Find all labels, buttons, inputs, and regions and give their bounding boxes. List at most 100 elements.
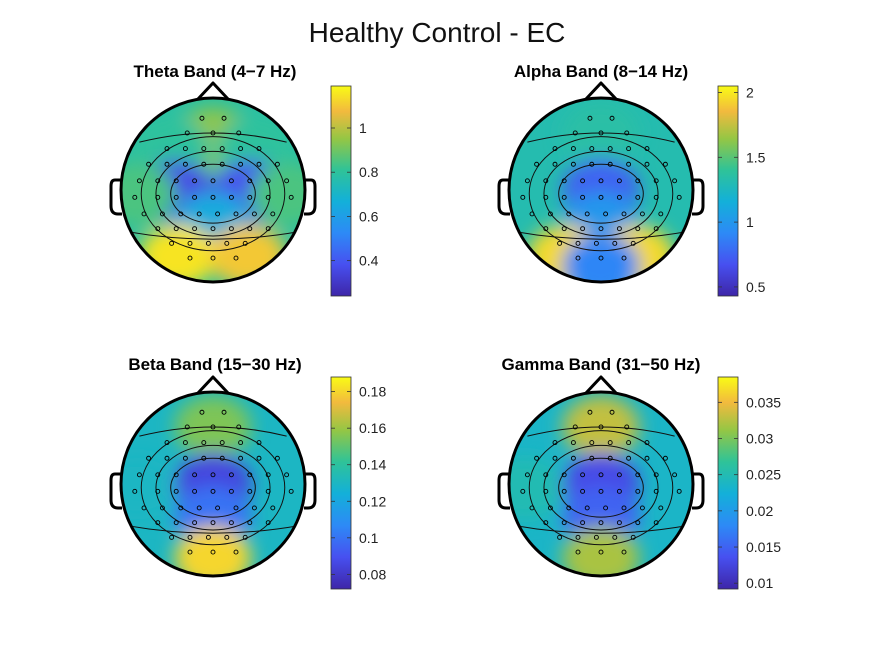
colorbar-tick-label: 0.035 [746,394,781,410]
electrode-marker [173,520,179,526]
panel-2-nose [584,81,618,101]
electrode-marker [635,488,641,494]
panel-3-title: Beta Band (15−30 Hz) [128,355,301,374]
electrode-marker [552,161,558,167]
electrode-marker [616,472,622,478]
electrode-marker [534,161,540,167]
contour-line [527,132,675,143]
electrode-marker [580,178,586,184]
electrode-marker [247,488,253,494]
colorbar-tick-label: 0.5 [746,279,766,295]
topoplot-panel-4: Gamma Band (31−50 Hz)0.010.0150.020.0250… [497,355,781,591]
electrode-marker [609,115,615,121]
electrode-marker [199,409,205,415]
electrode-marker [256,455,262,461]
electrode-marker [589,455,595,461]
electrode-marker [598,549,604,555]
electrode-marker [215,505,221,511]
panel-3-left-ear [109,472,122,510]
panel-1-electrodes [132,115,294,261]
colorbar-tick-label: 1 [359,120,367,136]
region-occipital-midline [562,234,640,282]
electrode-marker [238,146,244,152]
electrode-marker [233,255,239,261]
electrode-marker [639,505,645,511]
electrode-marker [603,505,609,511]
panel-1-title: Theta Band (4−7 Hz) [134,62,297,81]
electrode-marker [224,240,230,246]
electrode-marker [201,161,207,167]
electrode-marker [265,472,271,478]
topoplot-panel-2: Alpha Band (8−14 Hz) 0.5 1 1.5 2 [497,62,766,297]
colorbar-tick-label: 0.01 [746,575,773,591]
electrode-marker [566,505,572,511]
electrode-marker [635,194,641,200]
electrode-marker [146,455,152,461]
electrode-marker [155,178,161,184]
electrode-marker [155,488,161,494]
electrode-marker [561,520,567,526]
electrode-marker [184,424,190,430]
electrode-marker [210,226,216,232]
electrode-marker [561,178,567,184]
electrode-marker [155,472,161,478]
electrode-marker [520,194,526,200]
electrode-marker [607,146,613,152]
electrode-marker [182,440,188,446]
electrode-marker [192,226,198,232]
contour-line [543,150,659,237]
panel-2-scalp-map [509,98,693,282]
contour-line [513,230,689,240]
electrode-marker [173,226,179,232]
electrode-marker [653,520,659,526]
electrode-marker [265,178,271,184]
electrode-marker [561,472,567,478]
electrode-marker [136,472,142,478]
electrode-marker [612,534,618,540]
electrode-marker [552,146,558,152]
electrode-marker [552,440,558,446]
electrode-marker [210,255,216,261]
electrode-marker [589,146,595,152]
electrode-marker [626,455,632,461]
panel-4-title: Gamma Band (31−50 Hz) [502,355,701,374]
electrode-marker [173,194,179,200]
electrode-marker [228,488,234,494]
panel-1-left-ear [109,178,122,216]
colorbar-gradient [717,85,739,297]
electrode-marker [251,505,257,511]
electrode-marker [658,211,664,217]
electrode-marker [187,549,193,555]
electrode-marker [242,534,248,540]
electrode-marker [612,240,618,246]
electrode-marker [132,194,138,200]
electrode-marker [557,240,563,246]
electrode-marker [238,161,244,167]
colorbar-tick-label: 0.015 [746,539,781,555]
panel-4-electrodes [520,409,682,555]
electrode-marker [238,455,244,461]
electrode-marker [265,488,271,494]
electrode-marker [644,161,650,167]
electrode-marker [256,161,262,167]
electrode-marker [635,178,641,184]
electrode-marker [626,146,632,152]
electrode-marker [621,211,627,217]
electrode-marker [169,534,175,540]
electrode-marker [265,226,271,232]
electrode-marker [219,440,225,446]
electrode-marker [676,194,682,200]
electrode-marker [221,409,227,415]
electrode-marker [598,488,604,494]
electrode-marker [593,240,599,246]
electrode-marker [210,194,216,200]
electrode-marker [598,424,604,430]
contour-line [125,230,301,240]
electrode-marker [265,520,271,526]
electrode-marker [561,226,567,232]
electrode-marker [187,534,193,540]
electrode-marker [644,146,650,152]
electrode-marker [653,488,659,494]
colorbar-tick-label: 0.03 [746,431,773,447]
electrode-marker [524,178,530,184]
